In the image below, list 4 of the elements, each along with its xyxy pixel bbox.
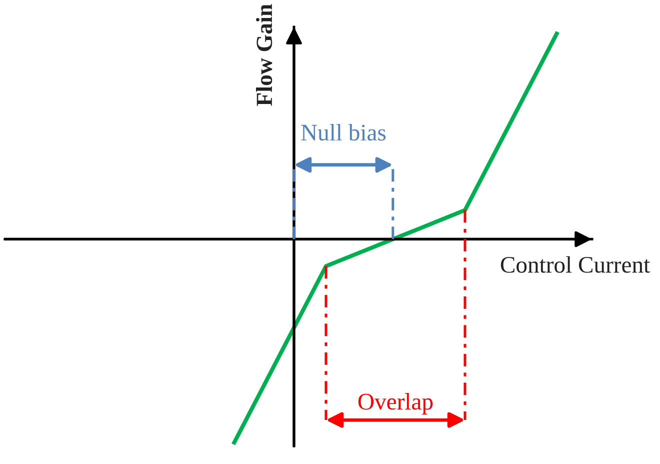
annotation: Overlap [358,393,433,414]
x-axis-title: Control Current [500,256,650,273]
annotation: Null bias [301,124,386,141]
y-axis-title: Flow Gain [256,4,272,106]
